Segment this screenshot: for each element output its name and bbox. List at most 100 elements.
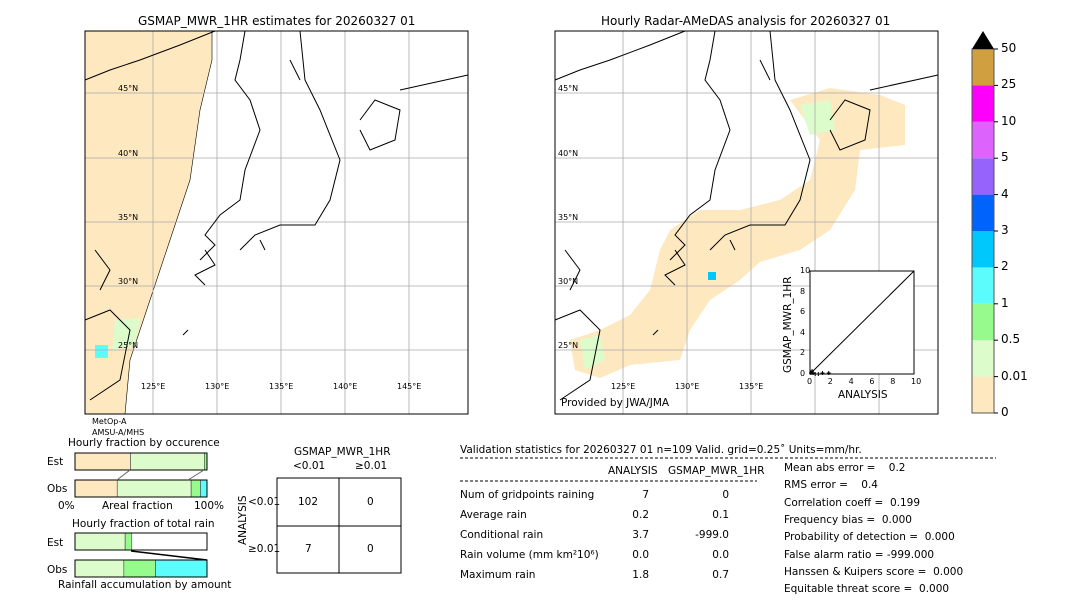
coastline	[829, 99, 871, 151]
occurrence-est-segment	[130, 452, 205, 471]
coastline	[359, 99, 401, 151]
stats-row-label: Conditional rain	[460, 529, 544, 541]
rain-connector	[130, 550, 208, 561]
score-line: Equitable threat score = 0.000	[784, 583, 950, 596]
coastline	[194, 249, 216, 286]
lon-label: 135°E	[739, 382, 764, 391]
coastline	[84, 309, 131, 401]
rain-est-segment-border	[74, 532, 208, 551]
coastline	[84, 30, 216, 81]
left-map-rain-cyan	[95, 345, 108, 358]
scatter-xtick: 8	[890, 377, 896, 386]
occurrence-obs-segment	[74, 479, 118, 498]
colorbar-label: 0	[1001, 405, 1009, 419]
score-line: RMS error = 0.4	[784, 479, 878, 492]
stats-gsmap-value: 0.0	[712, 549, 729, 561]
scatter-point	[816, 372, 821, 376]
sensor-label: AMSU-A/MHS	[92, 428, 145, 437]
lat-label: 40°N	[118, 149, 139, 158]
contingency-col-0: <0.01	[293, 460, 326, 472]
colorbar-label: 25	[1001, 77, 1017, 92]
occurrence-obs-segment	[200, 479, 208, 498]
coastline	[399, 74, 469, 91]
contingency-row-0: <0.01	[248, 496, 281, 508]
score-line: Mean abs error = 0.2	[784, 462, 906, 474]
colorbar-label: 0.01	[1001, 368, 1028, 383]
stats-analysis-value: 3.7	[632, 529, 649, 541]
rain-obs-label: Obs	[47, 564, 68, 576]
contingency-col-1: ≥0.01	[355, 460, 388, 472]
colorbar-segment	[972, 121, 994, 159]
coastline	[759, 59, 771, 81]
scatter-point	[811, 370, 816, 375]
coastline	[182, 329, 189, 336]
occurrence-tick-100: 100%	[194, 500, 225, 512]
coastline	[669, 30, 731, 261]
lat-label: 45°N	[118, 84, 139, 93]
score-line: False alarm ratio = -999.000	[784, 548, 935, 561]
coastline	[564, 249, 581, 291]
occurrence-est-label: Est	[47, 456, 64, 468]
occurrence-tick-0: 0%	[58, 500, 75, 512]
rain-est-label: Est	[47, 537, 64, 549]
stats-row-label: Rain volume (mm km²10⁶)	[460, 549, 599, 561]
stats-header: Validation statistics for 20260327 01 n=…	[460, 444, 862, 456]
occurrence-est-segment-border	[74, 452, 208, 471]
colorbar-label: 10	[1001, 113, 1017, 128]
coastline	[554, 309, 601, 401]
stats-analysis-value: 1.8	[632, 569, 649, 581]
stats-analysis-value: 7	[642, 489, 649, 501]
lat-label: 40°N	[558, 149, 579, 158]
contingency-cell: 0	[367, 543, 374, 555]
score-line: Frequency bias = 0.000	[784, 513, 912, 526]
lon-label: 125°E	[141, 382, 166, 391]
scatter-xtick: 6	[869, 377, 875, 386]
lat-label: 25°N	[118, 341, 139, 350]
occurrence-connector	[116, 469, 131, 481]
rain-obs-segment	[155, 559, 208, 578]
stats-row-label: Average rain	[460, 509, 527, 521]
colorbar-segment	[972, 267, 994, 304]
coastline	[709, 30, 811, 251]
scatter-ytick: 2	[800, 348, 806, 358]
colorbar-segment	[972, 231, 994, 268]
colorbar-label: 3	[1001, 223, 1009, 237]
stats-row-label: Maximum rain	[460, 569, 536, 581]
coastline	[94, 249, 111, 291]
colorbar-label: 50	[1001, 41, 1017, 55]
scatter-ytick: 8	[800, 286, 806, 296]
scatter-diagonal	[809, 270, 915, 375]
satellite-label: MetOp-A	[92, 417, 127, 426]
rain-obs-segment-border	[74, 559, 208, 578]
scatter-point	[810, 368, 815, 373]
right-map-light-rain-south	[580, 335, 605, 370]
coastline	[554, 30, 686, 81]
occurrence-xlabel: Areal fraction	[102, 500, 173, 512]
colorbar-segment	[972, 85, 994, 122]
scatter-ytick: 10	[800, 266, 811, 275]
rain-fraction-xlabel: Rainfall accumulation by amount	[58, 579, 232, 591]
colorbar-segment	[972, 376, 994, 413]
lon-label: 145°E	[397, 382, 422, 391]
colorbar-extend-arrow	[972, 31, 994, 49]
coastline	[239, 30, 341, 251]
rain-est-segment	[124, 532, 133, 551]
lon-label: 135°E	[269, 382, 294, 391]
occurrence-obs-segment-border	[74, 479, 208, 498]
lat-label: 30°N	[118, 277, 139, 286]
colorbar-segment	[972, 194, 994, 231]
scatter-xtick: 10	[911, 377, 922, 386]
colorbar-segment	[972, 340, 994, 377]
scatter-xlabel: ANALYSIS	[838, 389, 888, 401]
colorbar-label: 5	[1001, 150, 1009, 165]
contingency-cell: 102	[298, 496, 319, 508]
left-map-title: GSMAP_MWR_1HR estimates for 20260327 01	[138, 14, 416, 28]
stats-analysis-value: 0.2	[632, 509, 649, 521]
lat-label: 35°N	[118, 213, 139, 222]
stats-gsmap-value: 0.7	[712, 569, 729, 581]
occurrence-obs-label: Obs	[47, 483, 68, 495]
contingency-title: GSMAP_MWR_1HR	[294, 446, 391, 458]
right-map-title: Hourly Radar-AMeDAS analysis for 2026032…	[601, 14, 891, 28]
